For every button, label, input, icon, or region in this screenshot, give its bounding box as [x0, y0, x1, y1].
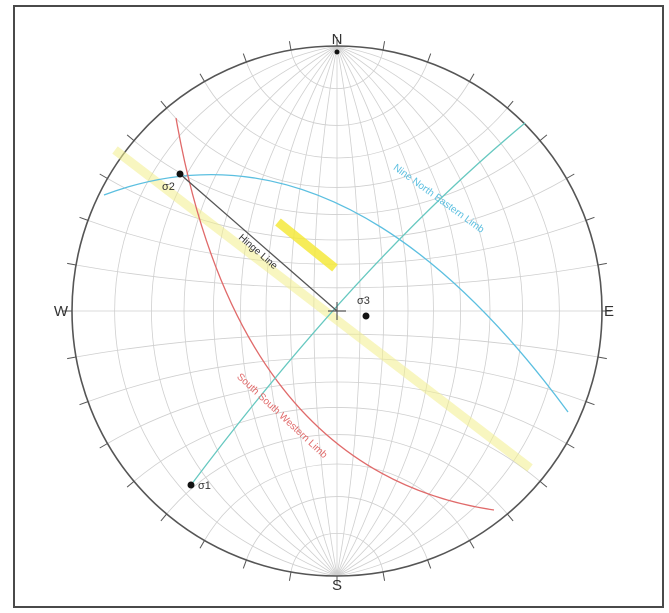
small-circle-grid-line [166, 434, 508, 515]
tick-mark [469, 540, 475, 549]
tick-mark [585, 401, 595, 406]
tick-mark [242, 559, 247, 569]
nne-limb-label: Nine North Eastern Limb [391, 162, 486, 236]
small-circle-grid-line [133, 140, 541, 215]
sigma1-label: σ1 [198, 480, 211, 492]
small-circle-grid-line [290, 49, 384, 89]
tick-mark [566, 443, 575, 449]
small-circle-grid-line [75, 333, 599, 358]
tick-mark [160, 100, 168, 109]
tick-mark [199, 540, 205, 549]
tick-mark [427, 53, 432, 63]
hinge-line [179, 173, 338, 312]
figure-frame [13, 5, 664, 608]
tick-mark [469, 73, 475, 82]
small-circle-grid-line [75, 264, 599, 289]
tick-mark [427, 559, 432, 569]
tick-mark [506, 513, 514, 522]
tick-mark [67, 262, 77, 266]
tick-mark [288, 41, 292, 51]
sigma3-point [362, 312, 370, 320]
sigma1-point [187, 481, 195, 489]
center-cross [328, 302, 346, 320]
sigma2-point [176, 170, 184, 178]
small-circle-grid-line [204, 463, 470, 541]
tick-mark [382, 41, 386, 51]
south-label: S [332, 577, 342, 594]
small-circle-grid-line [245, 496, 429, 561]
small-circle-grid-line [166, 107, 508, 188]
tick-mark [79, 216, 89, 221]
ssw-limb-great-circle [175, 117, 495, 511]
north-label: N [332, 31, 343, 48]
tick-mark [99, 173, 108, 179]
sigma3-label: σ3 [357, 295, 370, 307]
tick-mark [539, 480, 548, 488]
tick-mark [566, 173, 575, 179]
tick-mark [597, 356, 607, 360]
small-circle-grid-line [204, 81, 470, 159]
small-circle-grid-line [133, 407, 541, 482]
west-label: W [54, 303, 69, 320]
tick-mark [506, 100, 514, 109]
tick-mark [288, 571, 292, 581]
tick-mark [539, 134, 548, 142]
small-circle-grid-line [107, 178, 567, 241]
small-circle-grid-line [245, 61, 429, 126]
highlight-segment [275, 218, 338, 272]
tick-mark [585, 216, 595, 221]
tick-mark [99, 443, 108, 449]
tick-mark [597, 262, 607, 266]
tick-mark [79, 401, 89, 406]
tick-mark [199, 73, 205, 82]
tick-mark [242, 53, 247, 63]
small-circle-grid-line [290, 533, 384, 573]
east-label: E [604, 303, 614, 320]
small-circle-grid-line [107, 381, 567, 444]
small-circle-grid-line [87, 357, 587, 403]
tick-mark [126, 480, 135, 488]
tick-mark [126, 134, 135, 142]
sigma1-plane-great-circle [190, 122, 526, 486]
tick-mark [160, 513, 168, 522]
nne-limb-great-circle [103, 174, 569, 413]
tick-mark [382, 571, 386, 581]
sigma2-label: σ2 [162, 181, 175, 193]
tick-mark [67, 356, 77, 360]
axial-plane-band [112, 146, 533, 472]
north-dot [334, 49, 340, 55]
tick-marks [63, 37, 611, 585]
